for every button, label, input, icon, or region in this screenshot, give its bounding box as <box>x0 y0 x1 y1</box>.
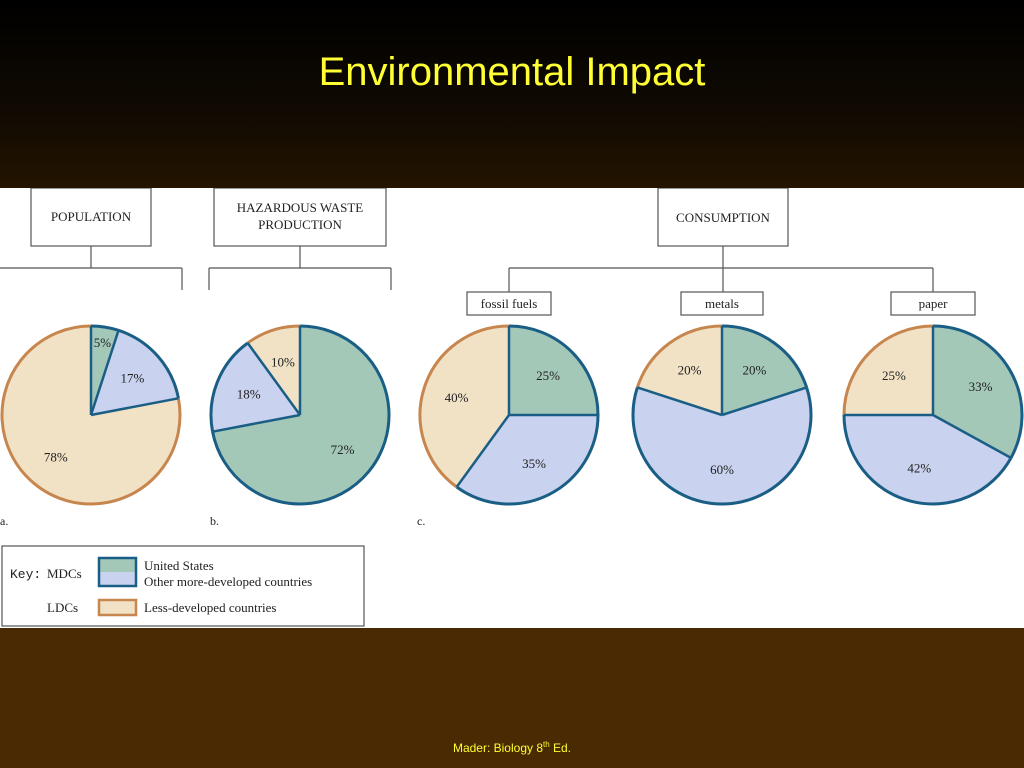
pie-arc-us <box>721 324 809 388</box>
pie-slice-ldc <box>247 326 300 415</box>
pie-slice-ldc <box>844 326 933 415</box>
pie-label-other-mdc: 18% <box>237 387 261 402</box>
connector-lines <box>0 246 934 292</box>
metals-label-box <box>680 291 764 316</box>
pie-slice-other-mdc <box>211 342 300 432</box>
pie-radius-2 <box>246 342 302 416</box>
legend-ldc-swatch <box>97 598 138 617</box>
pie-slice-us <box>509 326 598 415</box>
pie-radius-1 <box>721 386 808 417</box>
pie-arc-other-mdc <box>455 414 600 506</box>
fossil-fuels-label-box <box>466 291 552 316</box>
pie-arc-other-mdc <box>209 341 249 432</box>
pie-metals: 20% 60% 20% <box>631 324 813 506</box>
footer-suffix: Ed. <box>549 741 572 755</box>
pie-slice-us <box>933 326 1023 458</box>
pie-slice-other-mdc <box>843 415 1011 504</box>
pie-label-ldc: 10% <box>271 355 295 370</box>
footer-citation: Mader: Biology 8th Ed. <box>0 740 1024 755</box>
pie-label-ldc: 40% <box>445 390 469 405</box>
pie-slice-other-mdc <box>633 387 811 504</box>
pie-label-us: 20% <box>743 362 767 377</box>
paper-label-box <box>890 291 976 316</box>
pie-arc-ldc <box>0 324 182 506</box>
pie-label-us: 25% <box>536 368 560 383</box>
footer-sup: th <box>543 740 550 749</box>
panel-label-b: b. <box>210 514 219 528</box>
pie-slice-ldc <box>420 326 509 488</box>
population-header-box <box>30 188 152 247</box>
pie-label-ldc: 78% <box>44 450 68 465</box>
population-header: POPULATION <box>51 209 132 224</box>
pie-fossil-fuels: 25% 35% 40% <box>418 324 600 506</box>
pie-arc-ldc <box>635 324 723 388</box>
pie-arc-ldc <box>246 324 301 345</box>
legend-ldcs-label: LDCs <box>47 600 78 615</box>
legend: Key: MDCs LDCs United States Other more-… <box>1 545 365 627</box>
pie-label-other-mdc: 35% <box>522 456 546 471</box>
slide-title: Environmental Impact <box>318 50 706 94</box>
pie-radius-2 <box>455 414 511 488</box>
pie-label-other-mdc: 42% <box>907 460 931 475</box>
pie-label-us: 72% <box>331 442 355 457</box>
pie-label-other-mdc: 17% <box>120 371 144 386</box>
panel-label-a: a. <box>0 514 8 528</box>
pie-radius-1 <box>932 413 1012 459</box>
legend-mdcs-label: MDCs <box>47 566 82 581</box>
pie-label-ldc: 25% <box>882 368 906 383</box>
legend-ldc-label: Less-developed countries <box>144 600 276 615</box>
pie-label-other-mdc: 60% <box>710 462 734 477</box>
pie-population: 5% 17% 78% <box>0 324 182 506</box>
metals-label: metals <box>705 296 739 311</box>
legend-box <box>1 545 365 627</box>
pie-paper: 33% 42% 25% <box>842 324 1024 506</box>
pie-radius-2 <box>90 397 179 417</box>
footer-prefix: Mader: Biology 8 <box>452 741 543 755</box>
pie-slice-us <box>722 326 807 415</box>
pie-arc-other-mdc <box>631 387 813 506</box>
pie-arc-other-mdc <box>842 414 1013 506</box>
legend-us-label: United States <box>144 558 214 573</box>
hazardous-header-line1: HAZARDOUS WASTE <box>237 200 364 215</box>
pie-arc-ldc <box>842 324 934 416</box>
hazardous-header-line2: PRODUCTION <box>258 217 342 232</box>
pie-label-ldc: 20% <box>678 362 702 377</box>
pie-label-us: 5% <box>94 335 112 350</box>
figure-svg: POPULATION HAZARDOUS WASTE PRODUCTION CO… <box>0 188 1024 627</box>
pie-radius-2 <box>636 386 723 417</box>
legend-mdc-border <box>97 556 138 588</box>
consumption-header: CONSUMPTION <box>676 210 771 225</box>
pie-arc-us <box>211 324 391 506</box>
pie-arc-us <box>508 324 600 416</box>
pie-radius-1 <box>89 329 120 416</box>
figure-panel: POPULATION HAZARDOUS WASTE PRODUCTION CO… <box>0 188 1024 628</box>
legend-other-swatch <box>99 572 136 586</box>
legend-key-prefix: Key: <box>10 567 41 582</box>
legend-us-swatch <box>99 558 136 572</box>
fossil-fuels-label: fossil fuels <box>481 296 538 311</box>
pie-arc-us <box>932 324 1024 459</box>
hazardous-header-box <box>213 188 387 247</box>
panel-label-c: c. <box>417 514 425 528</box>
pie-radius-1 <box>212 413 301 433</box>
pie-slice-ldc <box>637 326 722 415</box>
pie-slice-other-mdc <box>456 415 598 504</box>
legend-other-label: Other more-developed countries <box>144 574 312 589</box>
paper-label: paper <box>919 296 949 311</box>
pie-arc-other-mdc <box>118 328 180 399</box>
consumption-header-box <box>657 188 789 247</box>
pie-hazardous-waste: 72% 18% 10% <box>209 324 391 506</box>
pie-label-us: 33% <box>969 379 993 394</box>
pie-arc-ldc <box>418 324 510 489</box>
